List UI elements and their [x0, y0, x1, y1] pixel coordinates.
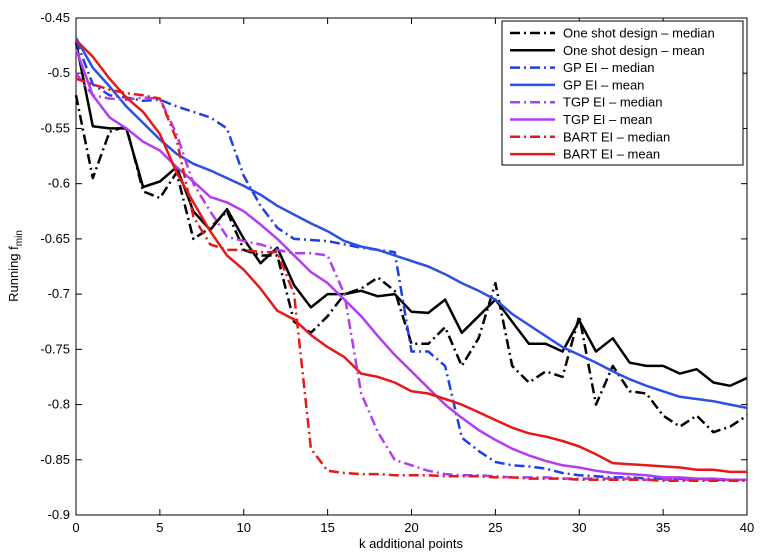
- x-tick-label: 40: [740, 520, 754, 535]
- legend-label: GP EI – median: [563, 60, 655, 75]
- x-tick-label: 5: [156, 520, 163, 535]
- y-tick-label: -0.6: [48, 176, 70, 191]
- legend-label: TGP EI – mean: [563, 112, 652, 127]
- series-line-8: [75, 39, 747, 474]
- y-tick-label: -0.9: [48, 507, 70, 522]
- series-line-6: [74, 48, 747, 481]
- y-tick-label: -0.5: [48, 65, 70, 80]
- y-tick-label: -0.75: [40, 341, 70, 356]
- x-tick-label: 15: [320, 520, 334, 535]
- y-tick-label: -0.55: [40, 120, 70, 135]
- x-tick-label: 25: [488, 520, 502, 535]
- x-tick-label: 35: [656, 520, 670, 535]
- y-tick-label: -0.7: [48, 286, 70, 301]
- legend-label: One shot design – mean: [563, 43, 705, 58]
- series-line-3: [74, 39, 747, 481]
- x-axis-ticks: 0 5 10 15 20 25 30 35 40: [72, 18, 754, 535]
- x-tick-label: 20: [404, 520, 418, 535]
- y-axis-label-main: Running f: [6, 246, 21, 302]
- series-layer: [74, 37, 748, 483]
- series-line-4: [74, 37, 748, 410]
- y-tick-label: -0.8: [48, 397, 70, 412]
- y-axis-label-subscript: min: [14, 230, 25, 246]
- y-tick-label: -0.85: [40, 452, 70, 467]
- x-tick-label: 10: [237, 520, 251, 535]
- legend-label: TGP EI – median: [563, 95, 662, 110]
- legend-label: BART EI – median: [563, 129, 670, 144]
- y-axis-ticks: -0.9 -0.85 -0.8 -0.75 -0.7 -0.65 -0.6 -0.55 -0.5…: [40, 10, 747, 522]
- series-line-5: [75, 72, 747, 481]
- legend-label: One shot design – median: [563, 26, 715, 41]
- x-tick-label: 30: [572, 520, 586, 535]
- legend-label: BART EI – mean: [563, 147, 660, 162]
- y-tick-label: -0.45: [40, 10, 70, 25]
- legend: One shot design – median One shot design …: [501, 20, 744, 166]
- y-tick-label: -0.65: [40, 231, 70, 246]
- legend-box: [501, 20, 744, 166]
- x-tick-label: 0: [72, 520, 79, 535]
- legend-label: GP EI – mean: [563, 77, 644, 92]
- x-axis-label: k additional points: [359, 536, 464, 551]
- y-axis-label: Running fmin: [6, 230, 25, 302]
